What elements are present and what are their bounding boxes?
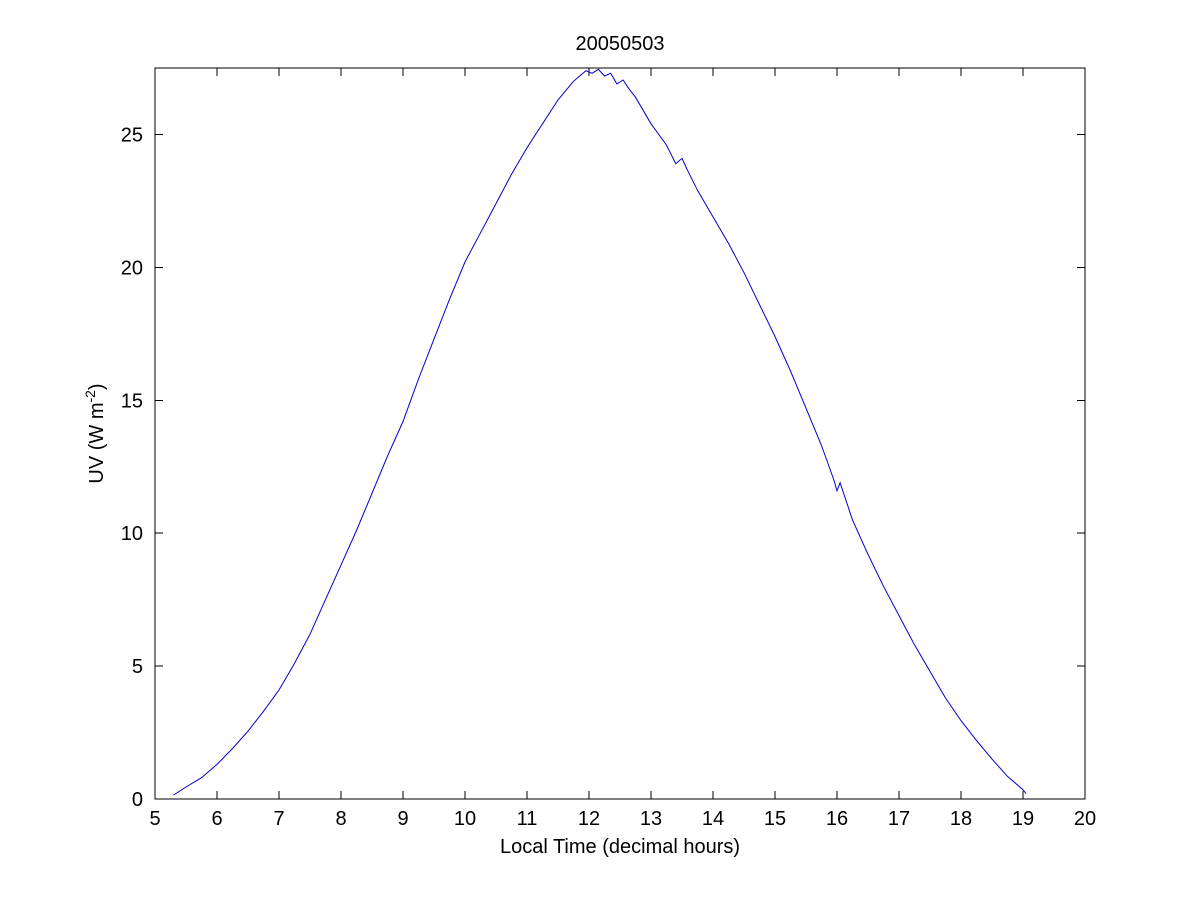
x-axis-label: Local Time (decimal hours) — [500, 836, 740, 858]
x-tick-label: 7 — [273, 808, 284, 830]
x-tick-label: 19 — [1012, 808, 1034, 830]
x-tick-label: 10 — [454, 808, 476, 830]
x-tick-label: 18 — [950, 808, 972, 830]
plot-area: 5 6 7 8 9 10 11 12 13 14 15 16 17 18 19 200510152025UV … — [82, 67, 1096, 830]
y-axis-label: UV (W m-2) — [82, 383, 108, 483]
y-tick-label: 10 — [121, 523, 143, 545]
y-tick-label: 5 — [132, 656, 143, 678]
x-tick-label: 14 — [702, 808, 724, 830]
x-tick-label: 13 — [640, 808, 662, 830]
y-tick-label: 25 — [121, 124, 143, 146]
y-tick-label: 15 — [121, 390, 143, 412]
x-tick-label: 20 — [1074, 808, 1096, 830]
chart-title: 20050503 — [576, 33, 665, 55]
x-tick-label: 17 — [888, 808, 910, 830]
x-tick-label: 12 — [578, 808, 600, 830]
x-tick-label: 5 — [149, 808, 160, 830]
y-tick-label: 20 — [121, 257, 143, 279]
axes-box — [154, 67, 1086, 800]
y-tick-label: 0 — [132, 789, 143, 811]
x-tick-label: 16 — [826, 808, 848, 830]
x-tick-label: 11 — [517, 808, 538, 830]
x-tick-label: 6 — [211, 808, 222, 830]
x-tick-label: 15 — [764, 808, 786, 830]
x-tick-label: 8 — [335, 808, 346, 830]
x-tick-label: 9 — [397, 808, 408, 830]
chart-line — [173, 68, 1027, 796]
